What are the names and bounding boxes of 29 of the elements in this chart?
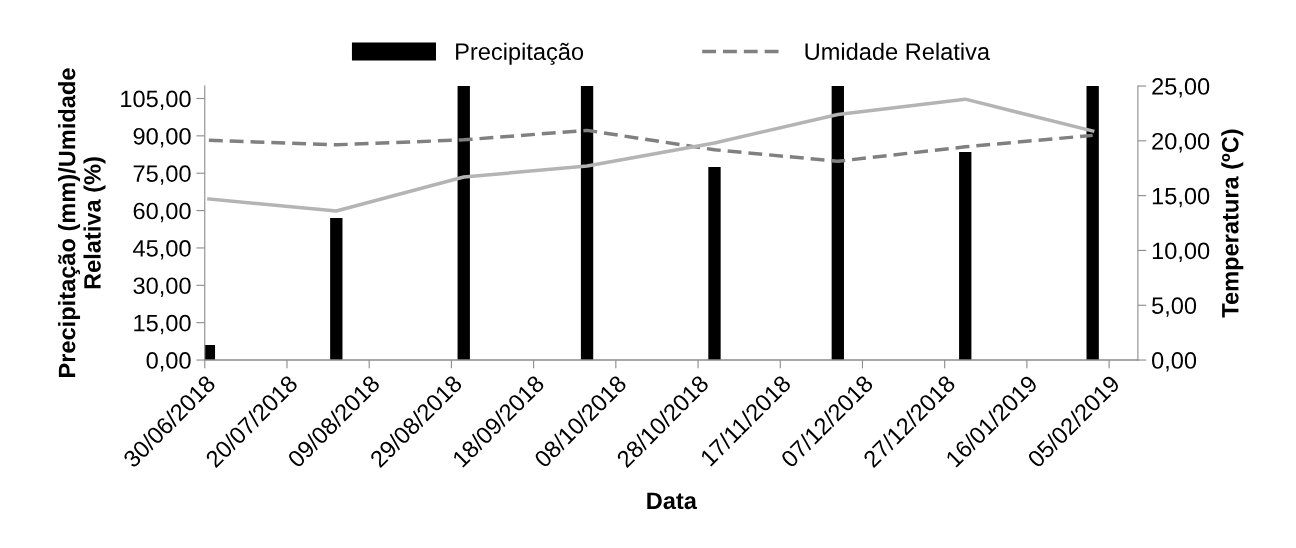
y2-tick-label: 20,00 [1152, 132, 1210, 153]
bar [204, 345, 216, 361]
bar [580, 86, 594, 361]
y-tick-label: 90,00 [133, 127, 191, 148]
y2-tick-label: 25,00 [1152, 78, 1210, 98]
legend-label: Umidade Relativa [805, 42, 991, 61]
legend-label: Precipitação [456, 42, 584, 65]
bar [959, 152, 972, 361]
y2-tick-label: 0,00 [1152, 352, 1197, 372]
y2-tick-label: 5,00 [1152, 297, 1197, 317]
y2-tick-label: 15,00 [1152, 187, 1210, 208]
y-tick-label: 105,00 [121, 90, 191, 111]
line-series [207, 128, 1095, 163]
bar [457, 86, 470, 361]
y-tick-label: 0,00 [146, 352, 191, 372]
bar [831, 86, 844, 361]
y2-tick-label: 10,00 [1152, 242, 1210, 263]
bar [708, 166, 721, 361]
bar [330, 218, 343, 361]
y-axis-title: Precipitação (mm)/Umidade Relativa (%) [58, 68, 106, 377]
line-series [207, 97, 1095, 213]
bar [1086, 86, 1099, 361]
y-tick-label: 15,00 [134, 314, 191, 335]
y-tick-label: 75,00 [133, 165, 191, 185]
y2-axis-title: Temperatura (ºC) [1221, 129, 1244, 318]
y-tick-label: 30,00 [133, 277, 191, 297]
y-tick-label: 45,00 [133, 240, 191, 260]
x-axis-title: Data [647, 492, 698, 510]
y-tick-label: 60,00 [133, 202, 191, 223]
